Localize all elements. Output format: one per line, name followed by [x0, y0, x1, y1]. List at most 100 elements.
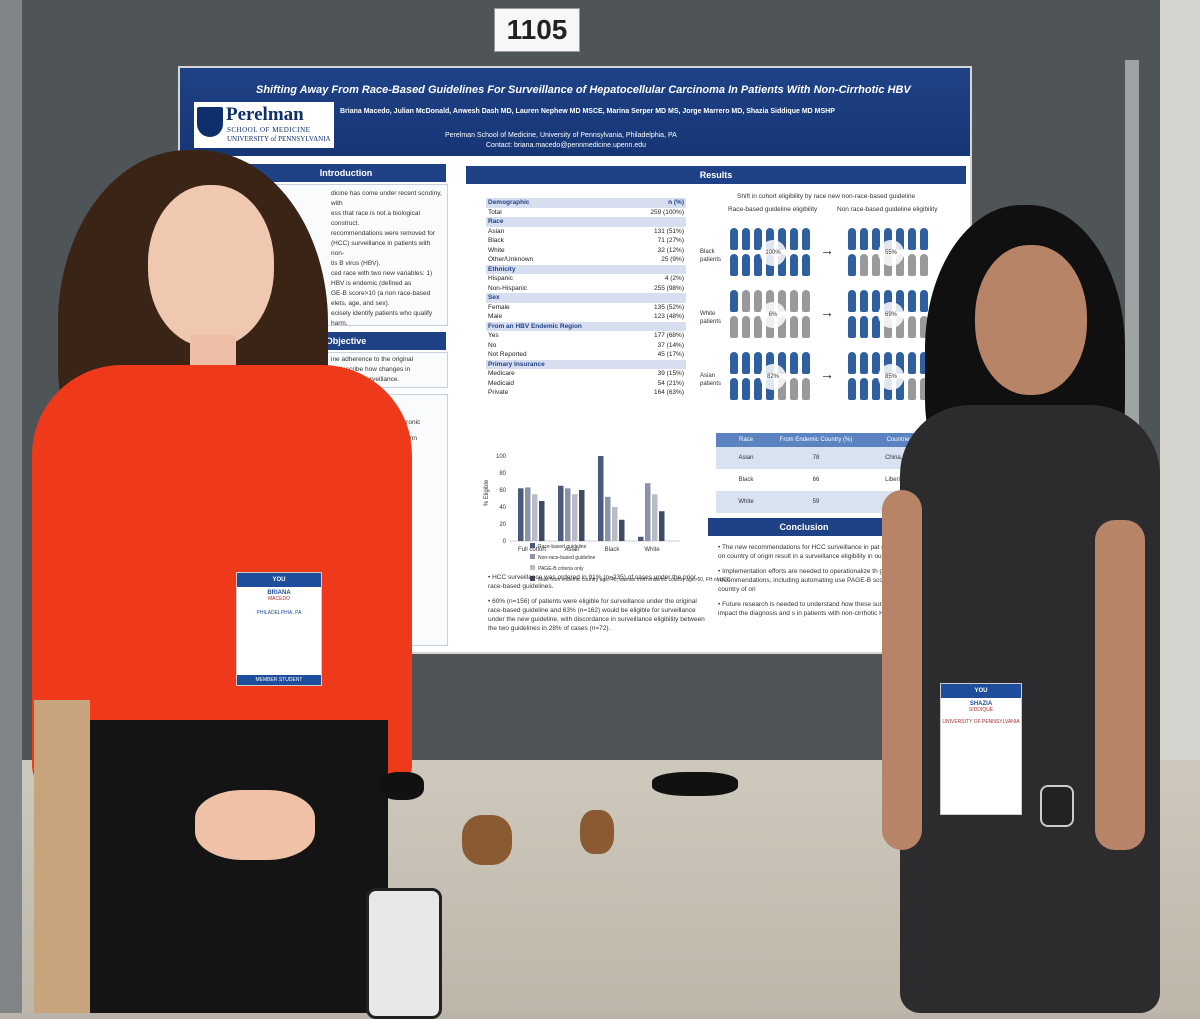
table-cell: White: [488, 246, 505, 254]
table-row: Private 164 (63%): [486, 388, 686, 398]
person-icon: [860, 316, 868, 338]
table-row: Primary Insurance: [486, 359, 686, 369]
person-icon: [872, 254, 880, 276]
table-cell: Non-Hispanic: [488, 284, 528, 292]
percentage-label: 100%: [760, 240, 786, 266]
watch-icon: [1040, 785, 1074, 827]
table-row: Female 135 (52%): [486, 303, 686, 313]
conclusion-bullet: • Implementation efforts are needed to o…: [718, 568, 960, 593]
person-icon: [908, 228, 916, 250]
arrow-icon: →: [820, 304, 834, 320]
legend-item: Race-based guideline: [530, 542, 730, 553]
person-icon: [790, 290, 798, 312]
y-axis-label: % Eligible: [484, 479, 490, 506]
person-icon: [742, 352, 750, 374]
logo-line-2: UNIVERSITY of PENNSYLVANIA: [227, 135, 331, 143]
table-row: Not Reported 45 (17%): [486, 350, 686, 360]
person-icon: [860, 378, 868, 400]
bar: [565, 488, 571, 541]
table-cell: From an HBV Endemic Region: [488, 322, 582, 330]
face: [975, 245, 1087, 395]
table-cell: Total: [488, 208, 502, 216]
intro-line: ess that race is not a biological constr…: [331, 210, 420, 227]
table-row: Race: [486, 217, 686, 227]
person-icon: [754, 378, 762, 400]
intro-line: (HCC) surveillance in patients with non-: [331, 240, 431, 257]
arrow-icon: →: [820, 242, 834, 258]
person-icon: [802, 254, 810, 276]
person-icon: [848, 290, 856, 312]
poster-title: Shifting Away From Race-Based Guidelines…: [256, 84, 911, 96]
person-icon: [778, 290, 786, 312]
person-icon: [802, 378, 810, 400]
table-row: Asian 131 (51%): [486, 227, 686, 237]
figure-left-label: Race-based guideline eligibility: [728, 206, 818, 213]
table-cell: White: [738, 499, 754, 505]
logo-name: Perelman: [226, 104, 304, 125]
person-icon: [884, 352, 892, 374]
intro-line: HBV is endemic (defined as: [331, 280, 412, 287]
intro-line: ecisely identify patients who qualify: [331, 310, 433, 317]
y-tick-label: 20: [499, 522, 506, 528]
badge-affiliation: UNIVERSITY OF PENNSYLVANIA: [942, 719, 1020, 725]
badge-footer: MEMBER STUDENT: [237, 675, 321, 685]
person-icon: [908, 290, 916, 312]
table-cell: 32 (12%): [657, 246, 684, 254]
table-cell: 25 (9%): [661, 256, 684, 263]
bar: [579, 490, 585, 541]
percentage-label: 69%: [878, 302, 904, 328]
person-icon: [754, 316, 762, 338]
table-row: No 37 (14%): [486, 341, 686, 351]
person-icon: [920, 228, 928, 250]
person-icon: [790, 352, 798, 374]
person-icon: [884, 228, 892, 250]
person-icon: [848, 254, 856, 276]
table-cell: Black: [488, 237, 504, 244]
intro-line: dicine has come under recent scrutiny, w…: [331, 190, 442, 207]
person-icon: [848, 316, 856, 338]
table-cell: Primary Insurance: [488, 360, 545, 368]
left-arm: [882, 490, 922, 850]
person-icon: [730, 378, 738, 400]
table-cell: 54 (21%): [657, 379, 684, 387]
bar: [645, 483, 651, 541]
poster-banner: Shifting Away From Race-Based Guidelines…: [180, 68, 970, 156]
booth-number-sign: 1105: [494, 8, 580, 52]
table-cell: 259 (100%): [650, 208, 684, 216]
person-icon: [766, 290, 774, 312]
person-icon: [790, 254, 798, 276]
person-icon: [860, 254, 868, 276]
figure-row-label: White patients: [700, 311, 722, 325]
person-icon: [754, 290, 762, 312]
arrow-icon: →: [820, 366, 834, 382]
right-arm: [1095, 520, 1145, 850]
table-cell: 135 (52%): [654, 303, 684, 311]
bar: [638, 536, 644, 541]
table-cell: No: [488, 341, 497, 349]
badge-header: YOU: [237, 573, 321, 587]
percentage-label: 82%: [760, 364, 786, 390]
table-row: From an HBV Endemic Region: [486, 321, 686, 331]
shoe: [462, 815, 512, 865]
person-icon: [778, 378, 786, 400]
table-row: Non-Hispanic 255 (98%): [486, 284, 686, 294]
person-icon: [920, 290, 928, 312]
person-icon: [872, 378, 880, 400]
table-row: Male 123 (48%): [486, 312, 686, 322]
badge-name: BRIANA: [267, 590, 291, 596]
percentage-label: 85%: [878, 364, 904, 390]
person-icon: [908, 352, 916, 374]
intro-line: tis B virus (HBV).: [331, 260, 381, 267]
table-cell: Other/Unknown: [488, 256, 534, 263]
table-row: Sex: [486, 293, 686, 303]
conclusion-heading: Conclusion: [708, 518, 900, 536]
bar: [659, 511, 665, 541]
y-tick-label: 60: [499, 488, 506, 494]
conclusion-bullet: • The new recommendations for HCC survei…: [718, 544, 952, 560]
person-icon: [896, 352, 904, 374]
conference-badge-right: YOU SHAZIA SIDDIQUE UNIVERSITY OF PENNSY…: [940, 683, 1022, 815]
results-bullet: • 60% (n=156) of patients were eligible …: [488, 598, 705, 632]
results-text: • HCC surveillance was ordered in 91% (n…: [480, 573, 705, 639]
table-cell: Medicaid: [488, 379, 515, 387]
bar: [652, 494, 658, 541]
